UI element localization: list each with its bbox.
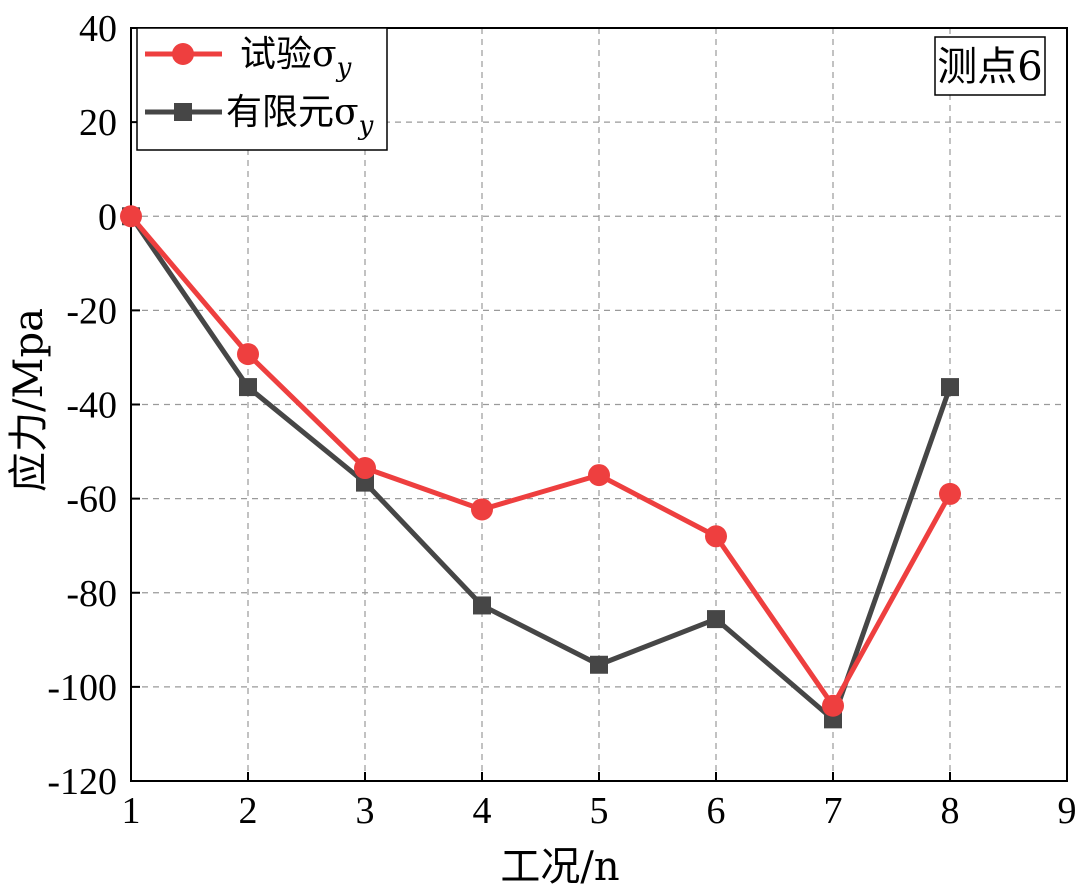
annotation-box: 测点6 (934, 36, 1046, 96)
series-1-point (939, 482, 961, 505)
x-tick-label: 7 (824, 790, 843, 832)
series-2-point (941, 378, 959, 397)
grid (131, 28, 1067, 781)
series-1-point (237, 343, 259, 366)
axis-ticks: 1 2 3 4 5 6 7 8 9 40 20 0 -20 -40 -60 -80 -100 -120 (47, 8, 1076, 832)
series-1-point (588, 464, 610, 487)
x-axis-title: 工况/n (500, 844, 619, 890)
series-1-point (471, 498, 493, 521)
x-tick-label: 8 (941, 790, 960, 832)
annotation-label: 测点6 (937, 44, 1042, 90)
y-tick-label: 20 (79, 102, 117, 144)
y-tick-label: -100 (47, 667, 117, 709)
y-tick-label: 0 (98, 196, 117, 238)
series-1-point (822, 694, 844, 717)
annotation-frame (934, 36, 1046, 96)
series-1-point (120, 205, 142, 228)
x-tick-label: 1 (122, 790, 141, 832)
legend-label-series-2: 有限元σy (226, 92, 374, 141)
y-tick-label: -80 (66, 573, 117, 615)
x-tick-label: 4 (473, 790, 492, 832)
series-2-point (356, 473, 374, 492)
y-tick-label: -120 (47, 761, 117, 803)
legend: 试验σy 有限元σy (136, 27, 388, 151)
series-2-point (590, 655, 608, 674)
legend-label-series-1: 试验σy (240, 34, 352, 83)
x-tick-label: 5 (590, 790, 609, 832)
series-1-point (354, 457, 376, 480)
y-tick-label: 40 (79, 8, 117, 50)
series-1-line (129, 214, 953, 709)
series-1 (120, 205, 961, 717)
series-1-point (705, 525, 727, 548)
x-tick-label: 3 (356, 790, 375, 832)
y-axis-title: 应力/Mpa (6, 308, 52, 492)
legend-marker-series-2 (174, 103, 192, 121)
x-tick-label: 6 (707, 790, 726, 832)
y-tick-label: -60 (66, 479, 117, 521)
legend-marker-series-1 (172, 43, 194, 65)
x-tick-label: 9 (1058, 790, 1077, 832)
series-2-point (239, 378, 257, 397)
series-layer (120, 205, 961, 729)
series-2-point (707, 610, 725, 629)
series-2-point (473, 596, 491, 615)
y-tick-label: -40 (66, 385, 117, 427)
series-2-line (128, 214, 953, 722)
x-tick-label: 2 (239, 790, 258, 832)
y-tick-label: -20 (66, 290, 117, 332)
